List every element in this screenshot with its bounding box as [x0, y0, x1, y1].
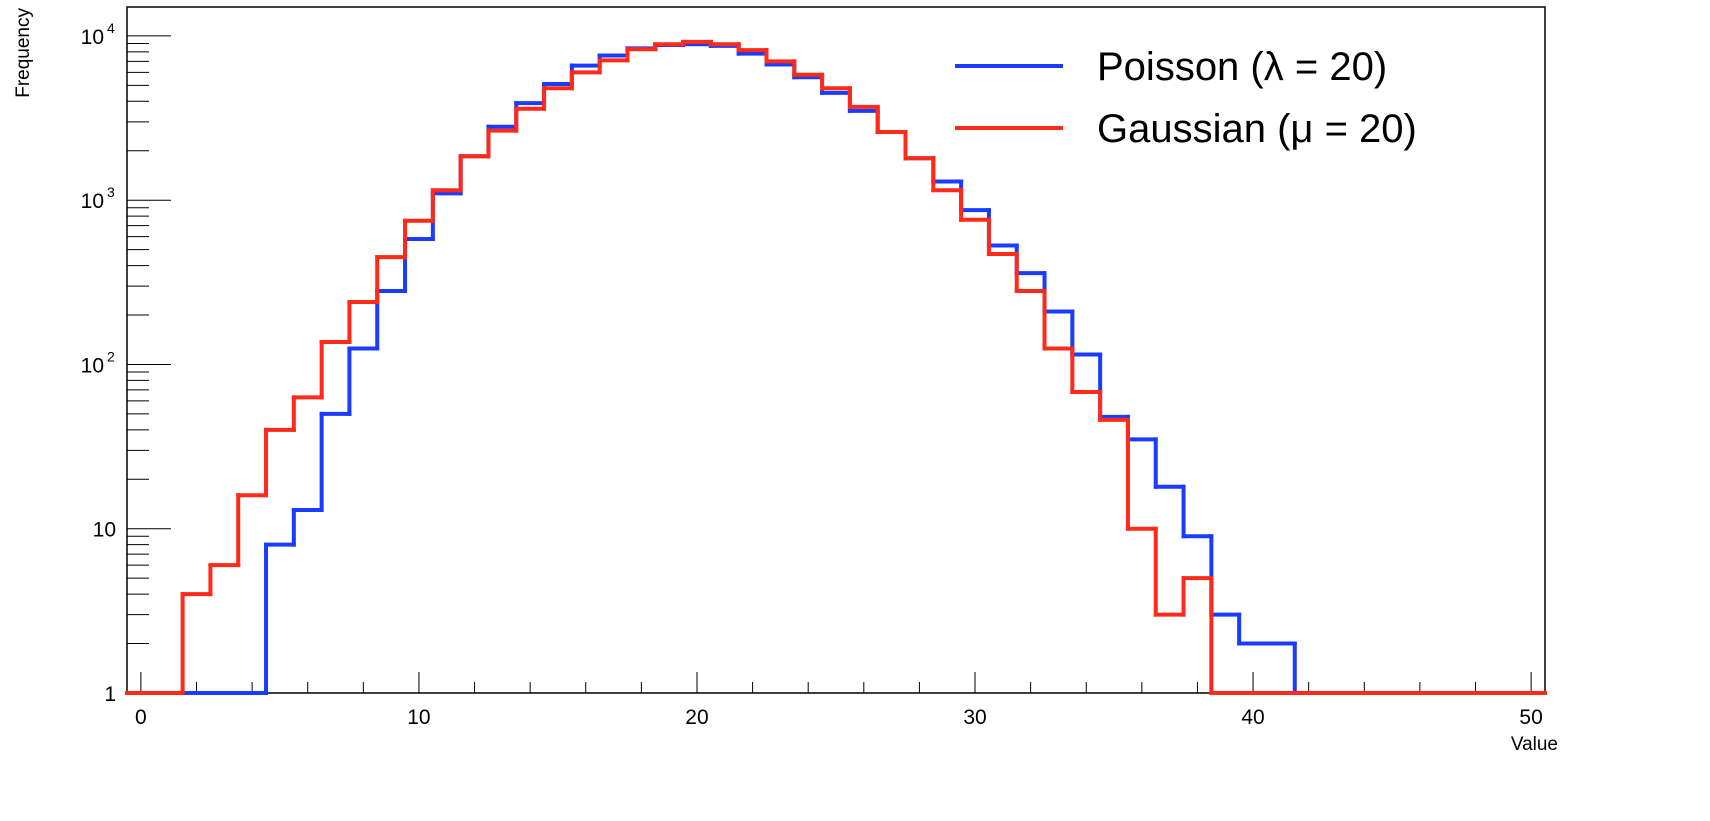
- series-gaussian: [125, 39, 1547, 695]
- x-axis: 0 10 20 30 40 50: [135, 672, 1543, 729]
- x-tick-label: 0: [135, 706, 147, 729]
- y-tick-label: 10: [93, 519, 116, 542]
- y-tick-exponent: 3: [107, 184, 115, 200]
- y-tick-label: 10: [81, 190, 104, 213]
- y-tick-exponent: 4: [107, 20, 115, 36]
- x-tick-label: 10: [407, 706, 430, 729]
- y-tick-label: 10: [81, 26, 104, 49]
- y-tick-label: 1: [104, 683, 116, 706]
- legend-label: Gaussian (μ = 20): [1097, 107, 1417, 151]
- legend: Poisson (λ = 20) Gaussian (μ = 20): [955, 45, 1417, 151]
- x-tick-label: 30: [963, 706, 986, 729]
- x-tick-label: 50: [1519, 706, 1542, 729]
- y-tick-label: 10: [81, 354, 104, 377]
- x-tick-label: 20: [685, 706, 708, 729]
- series-layer: [125, 39, 1547, 695]
- x-tick-label: 40: [1241, 706, 1264, 729]
- y-tick-exponent: 2: [107, 348, 115, 364]
- x-axis-title: Value: [1511, 734, 1558, 755]
- y-axis-title: Frequency: [13, 8, 34, 98]
- plot-frame: [126, 6, 1546, 694]
- legend-label: Poisson (λ = 20): [1097, 45, 1387, 89]
